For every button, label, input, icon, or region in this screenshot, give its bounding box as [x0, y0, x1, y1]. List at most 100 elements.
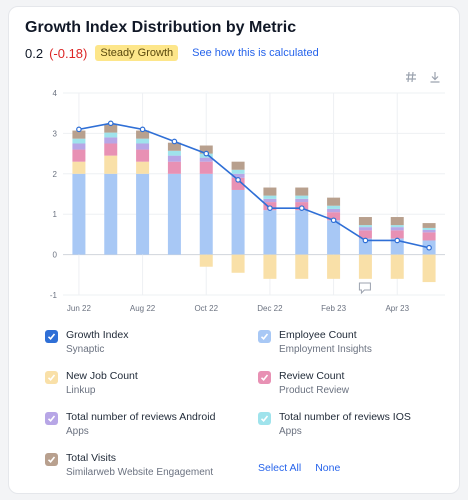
legend-name: Growth Index — [66, 329, 129, 341]
y-tick-label: 2 — [53, 170, 58, 179]
bar-segment — [72, 130, 86, 139]
legend-item-reviews-ios[interactable]: Total number of reviews IOS Apps — [258, 411, 411, 439]
bar-segment — [358, 225, 372, 228]
growth-index-point — [362, 237, 369, 244]
download-icon[interactable] — [429, 71, 441, 83]
status-badge: Steady Growth — [95, 45, 179, 61]
growth-index-point — [298, 205, 305, 211]
bar-segment — [358, 238, 372, 255]
bar-segment — [358, 217, 372, 226]
legend-checkbox[interactable] — [258, 412, 271, 425]
bar-segment — [136, 138, 150, 144]
bar-segment — [390, 227, 404, 231]
legend-source: Apps — [279, 426, 302, 437]
growth-index-point — [107, 120, 114, 127]
growth-index-point — [76, 126, 82, 133]
legend-checkbox[interactable] — [258, 371, 271, 384]
bar-segment — [167, 173, 181, 255]
growth-index-point — [394, 237, 401, 244]
bar-segment — [104, 124, 118, 133]
growth-index-point — [267, 205, 273, 211]
x-tick-label: Feb 23 — [321, 304, 346, 313]
growth-index-line — [78, 122, 430, 249]
legend-checkbox[interactable] — [45, 330, 58, 343]
bar-segment — [167, 142, 181, 151]
legend-item-total-visits[interactable]: Total Visits Similarweb Website Engageme… — [45, 452, 213, 480]
bar-segment — [72, 149, 86, 162]
bar-segment — [263, 187, 277, 196]
bar-segment — [390, 230, 404, 239]
bar-segment — [136, 130, 150, 139]
bar-segment — [199, 161, 213, 174]
legend-checkbox[interactable] — [45, 371, 58, 384]
bar-segment — [327, 254, 341, 279]
legend-source: Similarweb Website Engagement — [66, 467, 214, 478]
bar-segment — [72, 173, 86, 255]
bar-segment — [390, 254, 404, 279]
growth-value: 0.2 — [25, 45, 44, 61]
y-tick-label: -1 — [50, 291, 58, 300]
hash-icon[interactable] — [405, 71, 417, 83]
legend-item-review-count[interactable]: Review Count Product Review — [258, 370, 349, 398]
growth-delta: (-0.18) — [49, 45, 88, 61]
comment-icon[interactable] — [358, 282, 371, 295]
bar-segment — [231, 177, 245, 190]
bar-segment — [422, 229, 436, 233]
legend-source: Employment Insights — [279, 344, 372, 355]
legend-text: Employee Count Employment Insights — [279, 329, 372, 357]
legend-name: Total number of reviews IOS — [279, 411, 411, 423]
legend-name: Total Visits — [66, 452, 116, 464]
bar-segment — [295, 195, 309, 199]
bar-segment — [167, 161, 181, 174]
y-tick-label: 1 — [53, 210, 58, 219]
legend-name: New Job Count — [66, 370, 138, 382]
growth-index-point — [235, 177, 241, 183]
legend-text: Total number of reviews Android Apps — [66, 411, 215, 439]
legend-source: Product Review — [279, 385, 350, 396]
select-all-button[interactable]: Select All — [258, 462, 302, 474]
bar-segment — [327, 220, 341, 255]
select-none-button[interactable]: None — [315, 462, 341, 474]
bar-segment — [358, 227, 372, 231]
x-tick-label: Jun 22 — [67, 304, 92, 313]
card-title: Growth Index Distribution by Metric — [25, 19, 297, 36]
legend-checkbox[interactable] — [258, 330, 271, 343]
x-tick-label: Aug 22 — [130, 304, 156, 313]
legend-text: Total number of reviews IOS Apps — [279, 411, 411, 439]
growth-index-point — [330, 217, 337, 224]
bar-segment — [390, 217, 404, 226]
bar-segment — [231, 173, 245, 178]
bar-segment — [72, 161, 86, 174]
metric-summary: 0.2 (-0.18) Steady Growth See how this i… — [25, 45, 319, 61]
bar-segment — [136, 173, 150, 255]
legend-item-new-job-count[interactable]: New Job Count Linkup — [45, 370, 138, 398]
bar-segment — [422, 254, 436, 283]
chart-legend: Select All None Growth Index Synaptic Em… — [45, 329, 445, 489]
legend-item-reviews-android[interactable]: Total number of reviews Android Apps — [45, 411, 215, 439]
bar-segment — [390, 238, 404, 255]
bar-segment — [422, 223, 436, 228]
calculation-link[interactable]: See how this is calculated — [192, 47, 319, 59]
bar-segment — [390, 225, 404, 228]
legend-item-employee-count[interactable]: Employee Count Employment Insights — [258, 329, 372, 357]
growth-index-card: Growth Index Distribution by Metric 0.2 … — [8, 6, 460, 494]
x-tick-label: Apr 23 — [385, 304, 409, 313]
growth-index-chart: -1 0 1 2 3 4 Jun 22 Aug 22 Oct 22 Dec 22 Feb 23 Apr… — [50, 89, 445, 313]
bar-segment — [358, 230, 372, 239]
bar-segment — [358, 254, 372, 279]
bar-segment — [263, 195, 277, 199]
check-icon — [47, 415, 56, 422]
legend-checkbox[interactable] — [45, 412, 58, 425]
check-icon — [47, 456, 56, 463]
bar-segment — [136, 143, 150, 150]
legend-checkbox[interactable] — [45, 453, 58, 466]
bar-segment — [231, 189, 245, 255]
check-icon — [47, 374, 56, 381]
bar-segment — [263, 210, 277, 255]
bar-segment — [295, 187, 309, 196]
bar-segment — [295, 254, 309, 279]
bar-segment — [199, 145, 213, 154]
legend-item-growth-index[interactable]: Growth Index Synaptic — [45, 329, 128, 357]
bar-segment — [72, 138, 86, 144]
check-icon — [47, 333, 56, 340]
